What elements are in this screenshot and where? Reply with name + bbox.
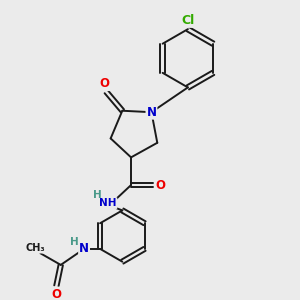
Text: N: N [79, 242, 89, 255]
Text: NH: NH [99, 198, 116, 208]
Text: H: H [93, 190, 101, 200]
Text: Cl: Cl [181, 14, 194, 27]
Text: O: O [156, 178, 166, 192]
Text: CH₃: CH₃ [25, 243, 45, 253]
Text: N: N [146, 106, 157, 119]
Text: H: H [70, 237, 78, 247]
Text: O: O [51, 287, 62, 300]
Text: O: O [100, 77, 110, 90]
